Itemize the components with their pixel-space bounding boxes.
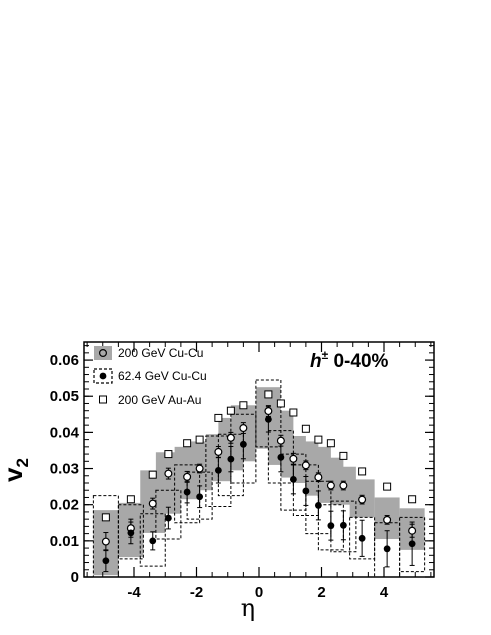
point-cu62	[183, 488, 191, 496]
point-au200	[239, 401, 248, 410]
point-cu62	[383, 545, 391, 553]
point-cu62	[358, 534, 366, 542]
point-cu62	[408, 540, 416, 548]
y-tick-label: 0.03	[50, 461, 79, 478]
legend-open-square-marker	[99, 395, 107, 404]
y-tick-label: 0	[71, 569, 79, 586]
y-tick-label: 0.04	[50, 424, 80, 441]
y-tick-label: 0.06	[50, 352, 79, 369]
point-cu62	[127, 529, 135, 537]
point-au200	[164, 450, 173, 459]
y-tick-label: 0.05	[50, 388, 79, 405]
point-au200	[101, 513, 110, 522]
point-cu200	[264, 407, 273, 416]
point-au200	[264, 390, 273, 399]
point-au200	[126, 495, 135, 504]
data-markers	[101, 390, 417, 565]
point-cu62	[214, 466, 222, 474]
point-cu200	[214, 447, 223, 456]
x-axis-title: η	[241, 594, 255, 622]
x-tick-label: -4	[127, 584, 141, 601]
point-cu200	[289, 454, 298, 463]
y-axis-title: v2	[0, 458, 32, 482]
point-au200	[289, 408, 298, 417]
point-au200	[226, 406, 235, 415]
point-cu200	[239, 424, 248, 433]
legend-filled-circle-marker	[99, 372, 107, 380]
point-au200	[326, 439, 335, 448]
legend-label-au200: 200 GeV Au-Au	[118, 393, 201, 407]
legend-open-circle-marker	[98, 349, 107, 358]
point-cu62	[196, 493, 204, 501]
y-tick-label: 0.02	[50, 497, 79, 514]
point-cu200	[101, 537, 110, 546]
point-cu62	[277, 453, 285, 461]
point-au200	[358, 467, 367, 476]
point-cu62	[327, 522, 335, 530]
point-au200	[276, 399, 285, 408]
point-cu62	[314, 502, 322, 509]
syst-box-cu62	[155, 489, 182, 540]
point-au200	[148, 470, 157, 479]
syst-box-cu62	[255, 379, 282, 448]
point-cu200	[408, 526, 417, 535]
point-cu200	[301, 461, 310, 470]
x-tick-label: 0	[255, 584, 263, 601]
point-cu62	[289, 475, 297, 483]
syst-box-cu62	[399, 516, 426, 573]
point-cu62	[339, 521, 347, 529]
syst-box-cu62	[230, 413, 257, 484]
point-au200	[195, 435, 204, 444]
point-cu200	[276, 436, 285, 445]
point-cu200	[383, 515, 392, 524]
centrality-annotation: h± 0-40%	[310, 348, 389, 372]
point-cu62	[302, 487, 310, 495]
point-cu200	[164, 469, 173, 478]
point-au200	[408, 495, 417, 504]
point-cu62	[102, 557, 110, 565]
point-au200	[301, 424, 310, 433]
x-tick-label: 4	[380, 584, 389, 601]
systematic-boxes	[92, 379, 426, 578]
x-tick-label: -2	[190, 584, 203, 601]
axes: 0 0.01 0.02 0.03 0.04 0.05 0.06 -4 -2 0 2 4	[50, 342, 434, 601]
syst-box-cu62	[139, 513, 166, 567]
point-au200	[339, 451, 348, 460]
point-au200	[214, 413, 223, 422]
point-cu62	[264, 415, 272, 423]
syst-box-cu62	[349, 516, 376, 560]
point-cu200	[326, 481, 335, 490]
legend-dashed-box-swatch	[93, 368, 113, 384]
point-cu62	[149, 537, 157, 545]
syst-box-cu62	[117, 504, 144, 560]
point-cu200	[148, 499, 157, 508]
point-cu62	[227, 455, 235, 463]
point-cu200	[226, 433, 235, 442]
point-cu200	[358, 495, 367, 504]
point-cu62	[164, 514, 172, 522]
point-cu62	[239, 440, 247, 448]
legend: 200 GeV Cu-Cu 62.4 GeV Cu-Cu 200 GeV Au-…	[93, 346, 207, 407]
point-cu200	[195, 464, 204, 473]
y-tick-label: 0.01	[50, 533, 79, 550]
legend-label-cu62: 62.4 GeV Cu-Cu	[118, 369, 207, 383]
syst-box-cu62	[174, 464, 201, 524]
legend-band-swatch	[94, 346, 112, 360]
point-au200	[383, 482, 392, 491]
point-cu200	[183, 472, 192, 481]
legend-label-cu200: 200 GeV Cu-Cu	[118, 346, 203, 360]
point-cu200	[339, 481, 348, 490]
x-tick-label: 2	[317, 584, 325, 601]
point-au200	[314, 435, 323, 444]
point-au200	[183, 439, 192, 448]
point-cu200	[314, 473, 323, 482]
